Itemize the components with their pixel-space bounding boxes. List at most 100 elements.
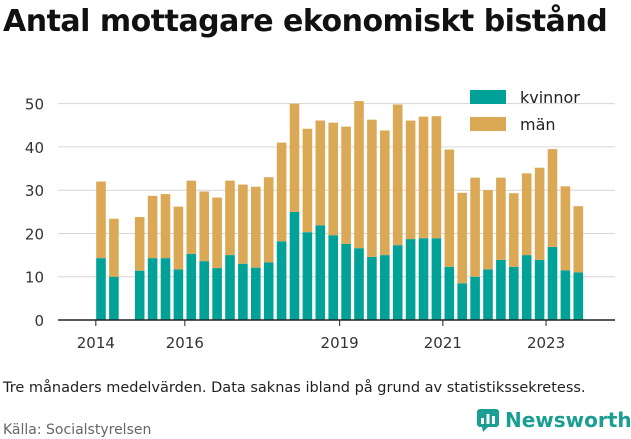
legend-swatch-men bbox=[470, 117, 506, 131]
x-tick-label: 2021 bbox=[424, 334, 462, 352]
bar-men bbox=[212, 197, 222, 269]
x-tick-label: 2023 bbox=[527, 334, 565, 352]
bar-men bbox=[289, 103, 300, 212]
series-men-bars bbox=[96, 101, 584, 284]
legend-label-men: män bbox=[520, 115, 556, 134]
bar-women bbox=[238, 263, 248, 320]
bar-women bbox=[560, 270, 571, 320]
series-women-bars bbox=[96, 211, 584, 320]
bar-women bbox=[418, 238, 429, 320]
bar-women bbox=[380, 255, 390, 320]
legend-label-women: kvinnor bbox=[520, 88, 580, 107]
newsworthy-icon bbox=[477, 409, 499, 432]
bar-women bbox=[160, 258, 171, 320]
bar-men bbox=[238, 184, 248, 264]
bar-women bbox=[547, 246, 558, 320]
bar-women bbox=[405, 239, 416, 320]
bar-women bbox=[534, 259, 545, 320]
bar-men bbox=[457, 192, 467, 284]
bar-women bbox=[470, 276, 480, 320]
gridlines: 0 10 20 30 40 50 bbox=[25, 96, 615, 330]
x-tick-label: 2019 bbox=[321, 334, 359, 352]
bar-men bbox=[547, 149, 558, 247]
bar-women bbox=[367, 256, 377, 320]
bar-men bbox=[96, 181, 106, 259]
bar-women bbox=[147, 258, 158, 320]
bar-women bbox=[251, 267, 261, 320]
bar-men bbox=[276, 142, 287, 242]
bar-men bbox=[134, 217, 145, 271]
bar-men bbox=[418, 116, 429, 239]
bar-women bbox=[341, 243, 351, 320]
bar-men bbox=[444, 149, 455, 267]
legend: kvinnor män bbox=[470, 88, 580, 134]
x-tick-label: 2014 bbox=[77, 334, 115, 352]
bar-men bbox=[380, 130, 390, 256]
y-tick-label: 50 bbox=[25, 96, 44, 114]
brand-name: Newsworthy bbox=[505, 408, 631, 432]
footnote: Tre månaders medelvärden. Data saknas ib… bbox=[3, 380, 586, 396]
bar-men bbox=[573, 206, 584, 273]
bar-men bbox=[263, 177, 274, 263]
bar-men bbox=[509, 193, 519, 267]
bar-women bbox=[199, 261, 209, 320]
bar-men bbox=[354, 101, 364, 249]
y-tick-label: 30 bbox=[25, 182, 44, 200]
y-tick-label: 10 bbox=[25, 269, 44, 287]
bar-women bbox=[392, 245, 403, 320]
bar-men bbox=[328, 122, 338, 236]
bar-women bbox=[496, 259, 506, 320]
bar-men bbox=[534, 167, 545, 260]
bar-men bbox=[173, 206, 184, 270]
bar-women bbox=[315, 225, 326, 320]
bar-women bbox=[354, 248, 364, 320]
bar-men bbox=[302, 128, 313, 233]
bar-men bbox=[431, 116, 442, 239]
bar-women bbox=[457, 283, 467, 320]
bar-women bbox=[186, 253, 197, 320]
bar-men bbox=[251, 186, 261, 268]
bar-men bbox=[186, 180, 197, 254]
bar-men bbox=[315, 120, 326, 226]
bar-women bbox=[509, 266, 519, 320]
bar-women bbox=[96, 258, 106, 320]
bar-men bbox=[392, 104, 403, 246]
bar-women bbox=[134, 270, 145, 320]
bar-men bbox=[147, 195, 158, 259]
bar-chart: 0 10 20 30 40 50 2014 2016 2019 2021 2023 kvinnor… bbox=[25, 88, 615, 352]
y-tick-label: 40 bbox=[25, 139, 44, 157]
bar-women bbox=[276, 241, 287, 320]
bar-men bbox=[199, 191, 209, 262]
x-tick-label: 2016 bbox=[166, 334, 204, 352]
bar-men bbox=[496, 177, 506, 260]
bar-men bbox=[483, 190, 493, 270]
bar-men bbox=[405, 120, 416, 240]
brand-logo[interactable]: Newsworthy bbox=[476, 408, 631, 432]
bar-women bbox=[263, 262, 274, 320]
bar-men bbox=[367, 119, 377, 257]
y-tick-label: 0 bbox=[34, 312, 44, 330]
bar-men bbox=[560, 186, 571, 271]
bar-women bbox=[225, 255, 235, 320]
chart-title: Antal mottagare ekonomiskt bistånd bbox=[3, 4, 608, 39]
y-tick-label: 20 bbox=[25, 225, 44, 243]
x-axis-ticks: 2014 2016 2019 2021 2023 bbox=[77, 320, 565, 352]
bar-men bbox=[160, 194, 171, 259]
bar-women bbox=[483, 269, 493, 320]
bar-women bbox=[289, 211, 300, 320]
bar-men bbox=[225, 180, 235, 256]
bar-women bbox=[573, 272, 584, 320]
legend-swatch-women bbox=[470, 90, 506, 104]
bar-women bbox=[328, 235, 338, 320]
bar-men bbox=[470, 177, 480, 277]
bar-women bbox=[444, 266, 455, 320]
bar-men bbox=[109, 218, 119, 277]
bar-women bbox=[302, 232, 313, 320]
bar-women bbox=[212, 268, 222, 320]
bar-women bbox=[173, 269, 184, 320]
source-credit: Källa: Socialstyrelsen bbox=[3, 422, 152, 438]
bar-women bbox=[521, 255, 532, 320]
bar-men bbox=[341, 126, 351, 244]
bar-men bbox=[521, 173, 532, 256]
bar-women bbox=[431, 238, 442, 320]
